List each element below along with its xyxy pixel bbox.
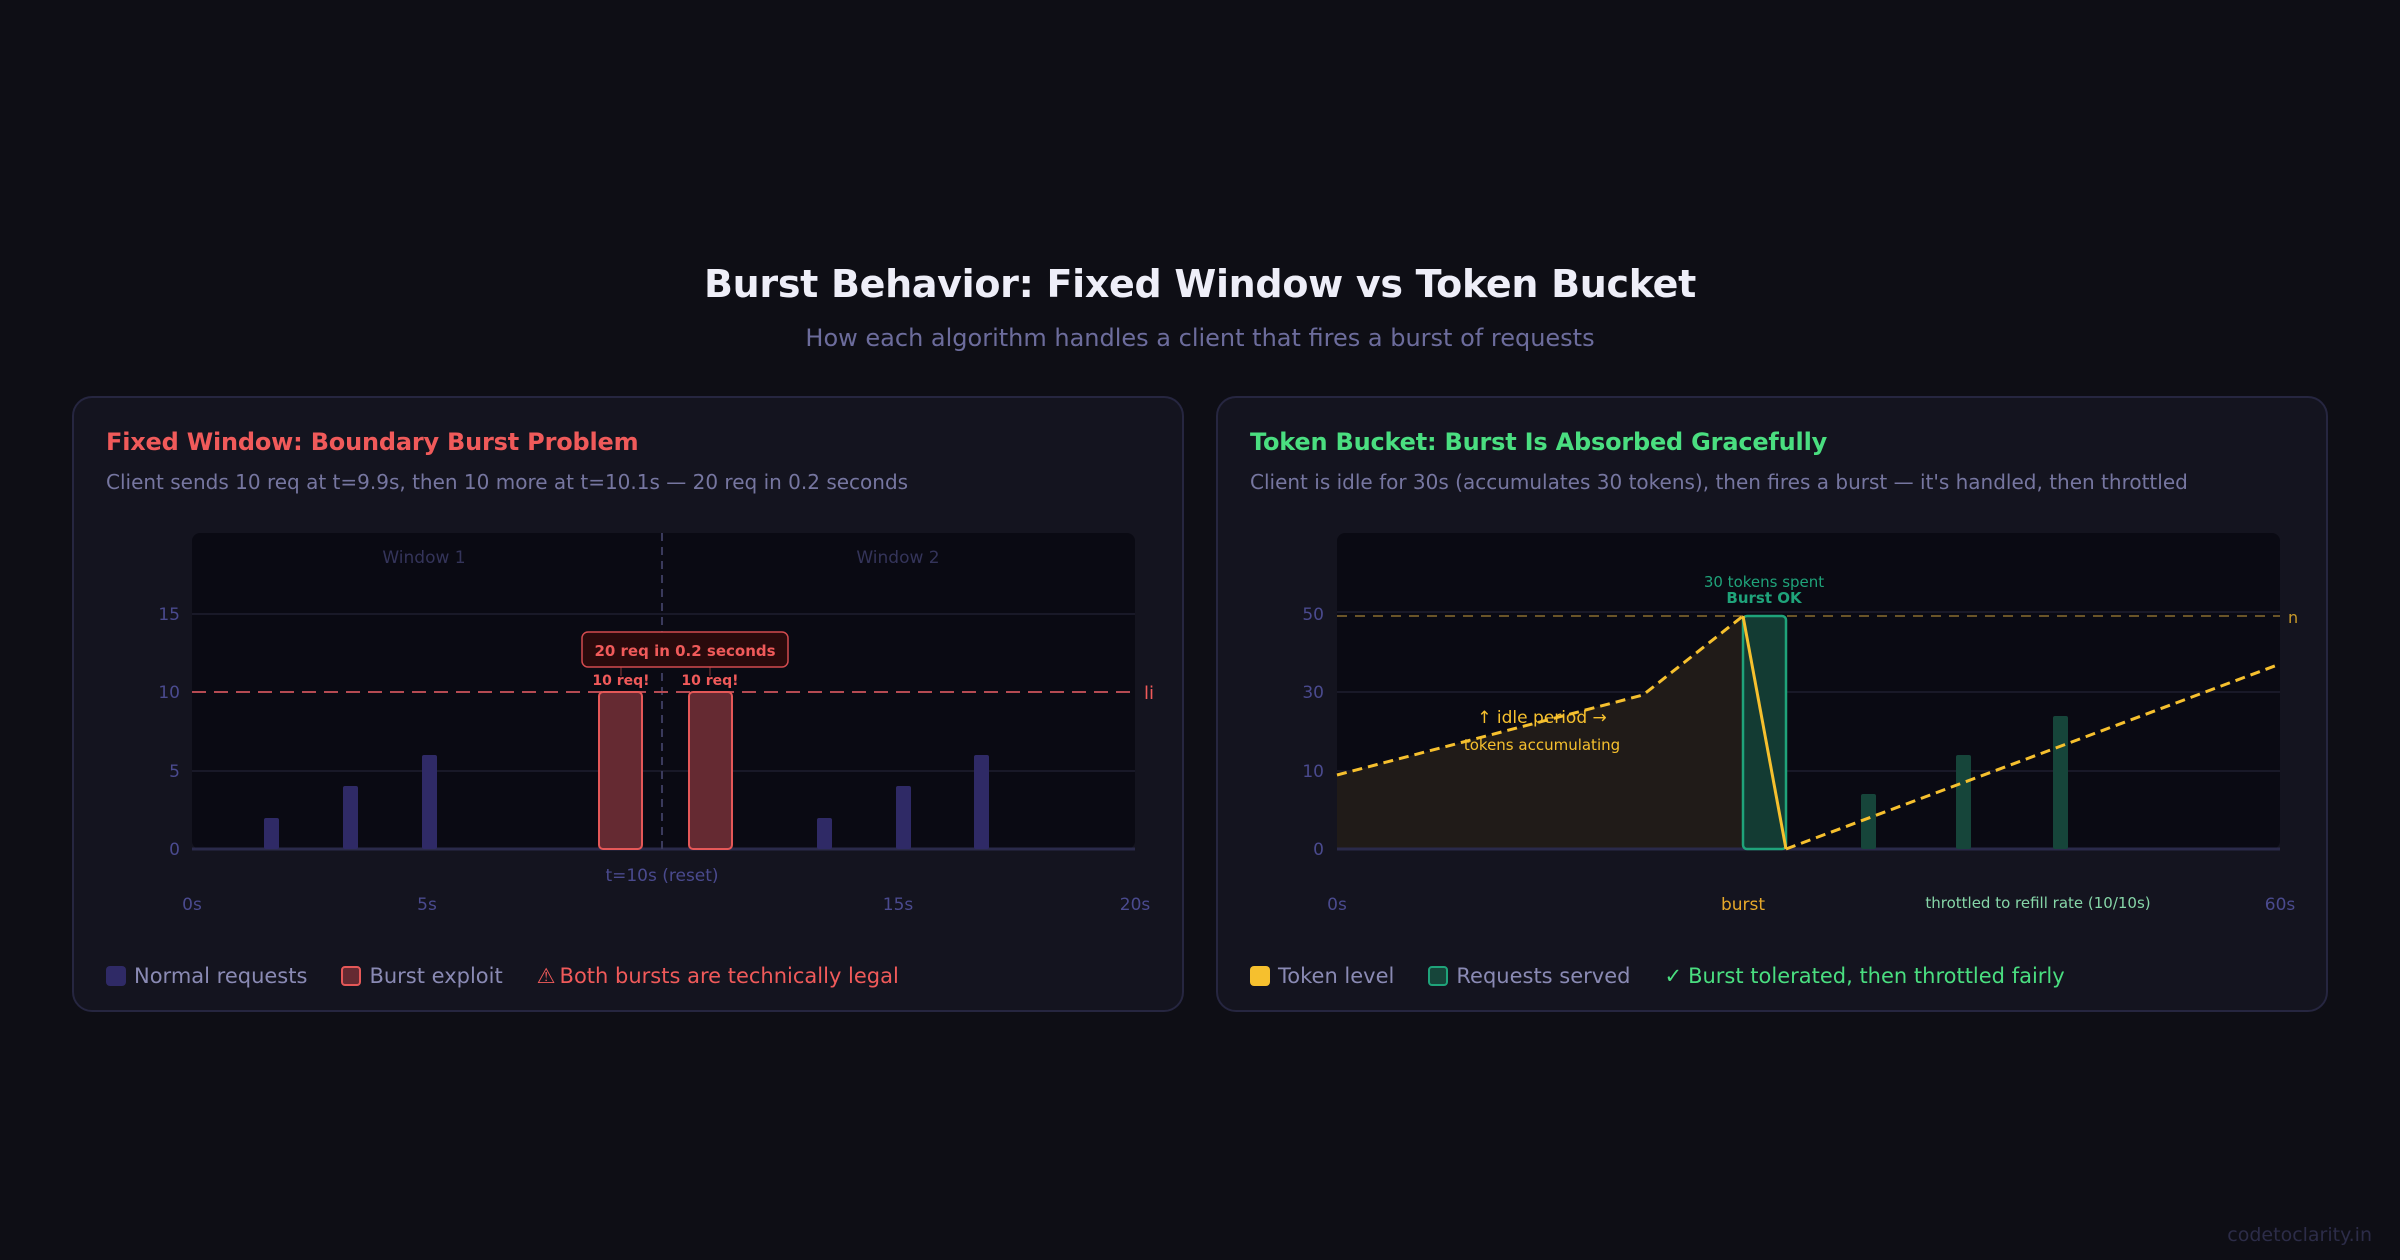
burst-callout-text: 20 req in 0.2 seconds xyxy=(594,642,775,660)
token-accumulation-area xyxy=(1337,616,1743,849)
token-bucket-legend: Token level Requests served ✓ Burst tole… xyxy=(1250,964,2065,988)
served-swatch xyxy=(1428,966,1449,986)
throttle-label: throttled to refill rate (10/10s) xyxy=(1925,894,2150,912)
y-tick: 10 xyxy=(1302,762,1324,782)
warning-icon: ⚠ xyxy=(536,964,556,988)
fixed-window-legend: Normal requests Burst exploit ⚠ Both bur… xyxy=(106,964,899,988)
y-tick: 0 xyxy=(1313,840,1324,860)
y-tick: 30 xyxy=(1302,683,1324,703)
legend-warning: ⚠ Both bursts are technically legal xyxy=(537,964,899,988)
window-1-label: Window 1 xyxy=(382,548,465,568)
check-icon: ✓ xyxy=(1664,964,1683,988)
fixed-window-chart: li Window 1 Window 2 15 10 5 0 20 req in… xyxy=(158,533,1154,915)
idle-period-label: ↑ idle period → xyxy=(1477,708,1607,728)
legend-requests-served: Requests served xyxy=(1428,964,1630,988)
token-bucket-title: Token Bucket: Burst Is Absorbed Graceful… xyxy=(1250,428,1828,456)
limit-label: li xyxy=(1144,683,1154,704)
tokens-spent-label: 30 tokens spent xyxy=(1704,573,1824,591)
normal-bar xyxy=(817,818,832,849)
token-bucket-chart: n 30 tokens spent Burst OK ↑ idle period… xyxy=(1302,533,2298,915)
watermark: codetoclarity.in xyxy=(2227,1224,2372,1246)
note-text: Burst tolerated, then throttled fairly xyxy=(1688,964,2065,988)
legend-normal-requests: Normal requests xyxy=(106,964,307,988)
y-tick: 10 xyxy=(158,683,180,703)
burst-callout-box xyxy=(581,631,789,668)
reset-label: t=10s (reset) xyxy=(605,866,718,886)
burst-ok-label: Burst OK xyxy=(1726,589,1803,607)
x-tick: 0s xyxy=(182,895,202,915)
served-bar xyxy=(2053,716,2068,849)
served-bar xyxy=(1861,794,1876,849)
normal-bar xyxy=(264,818,279,849)
normal-bar xyxy=(974,755,989,849)
legend-label: Token level xyxy=(1278,964,1395,988)
normal-bar xyxy=(896,786,911,849)
burst-swatch xyxy=(341,966,362,986)
token-level-line-drain xyxy=(1741,615,1788,850)
normal-bar xyxy=(422,755,437,849)
x-tick: 0s xyxy=(1327,895,1347,915)
page-title: Burst Behavior: Fixed Window vs Token Bu… xyxy=(703,262,1697,306)
fixed-window-card: Fixed Window: Boundary Burst Problem Cli… xyxy=(72,396,1184,1012)
capacity-label: n xyxy=(2288,608,2298,627)
burst-bar xyxy=(688,691,733,850)
y-tick: 15 xyxy=(158,605,180,625)
burst-bar xyxy=(598,691,643,850)
fixed-window-description: Client sends 10 req at t=9.9s, then 10 m… xyxy=(106,470,909,494)
legend-token-level: Token level xyxy=(1250,964,1394,988)
x-tick: 15s xyxy=(883,895,914,915)
tokens-accumulating-label: tokens accumulating xyxy=(1464,736,1620,754)
normal-bar xyxy=(343,786,358,849)
legend-label: Requests served xyxy=(1456,964,1631,988)
x-tick: 20s xyxy=(1120,895,1151,915)
token-level-line-accumulate xyxy=(1336,614,1744,777)
served-bar xyxy=(1956,755,1971,849)
token-level-line-refill xyxy=(1785,662,2281,851)
legend-label: Normal requests xyxy=(134,964,308,988)
y-tick: 0 xyxy=(169,840,180,860)
x-tick: 5s xyxy=(417,895,437,915)
y-tick: 50 xyxy=(1302,605,1324,625)
window-2-label: Window 2 xyxy=(856,548,939,568)
legend-label: Burst exploit xyxy=(369,964,503,988)
legend-note: ✓ Burst tolerated, then throttled fairly xyxy=(1664,964,2064,988)
burst-2-label: 10 req! xyxy=(681,673,738,689)
token-bucket-card: Token Bucket: Burst Is Absorbed Graceful… xyxy=(1216,396,2328,1012)
legend-burst-exploit: Burst exploit xyxy=(341,964,503,988)
x-tick: 60s xyxy=(2265,895,2296,915)
token-bucket-description: Client is idle for 30s (accumulates 30 t… xyxy=(1250,470,2188,494)
burst-1-label: 10 req! xyxy=(592,673,649,689)
page-subtitle: How each algorithm handles a client that… xyxy=(805,324,1595,352)
normal-swatch xyxy=(106,966,126,986)
warning-text: Both bursts are technically legal xyxy=(559,964,899,988)
fixed-window-title: Fixed Window: Boundary Burst Problem xyxy=(106,428,639,456)
token-swatch xyxy=(1250,966,1270,986)
y-tick: 5 xyxy=(169,762,180,782)
burst-x-label: burst xyxy=(1721,895,1765,915)
